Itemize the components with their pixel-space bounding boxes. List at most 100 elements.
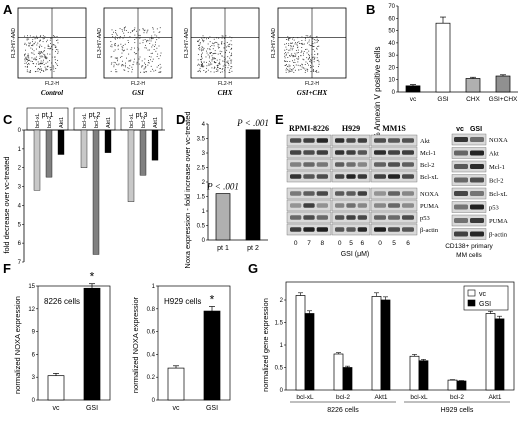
flow-event-dot [131,71,133,73]
flow-event-dot [212,57,213,59]
flow-event-dot [43,50,45,52]
flow-event-dot [141,60,143,62]
flow-event-dot [197,64,199,66]
flow-event-dot [296,52,298,54]
y-tick-label: 1 [18,147,22,153]
flow-event-dot [119,28,121,30]
flow-event-dot [158,37,160,39]
flow-event-dot [130,59,132,61]
flow-event-dot [121,60,123,62]
flow-event-dot [49,67,51,69]
flow-event-dot [197,41,198,42]
flow-event-dot [306,57,308,59]
flow-event-dot [152,27,154,29]
flow-event-dot [198,70,200,72]
flow-event-dot [29,42,31,44]
flow-event-dot [298,57,300,59]
blot-band [454,231,468,237]
flow-event-dot [37,36,39,38]
flow-event-dot [25,62,27,64]
flow-event-dot [311,38,313,39]
flow-event-dot [150,70,152,72]
flow-event-dot [311,53,313,55]
flow-event-dot [24,55,25,57]
flow-event-dot [133,29,135,30]
primary-marker-label: p53 [489,205,499,212]
flow-event-dot [231,59,233,61]
flow-event-dot [197,40,199,42]
flow-event-dot [55,46,57,48]
flow-event-dot [154,34,156,36]
dose-label: 8 [321,240,325,247]
cell-line-label: RPMI-8226 [289,124,329,133]
dose-unit-label: GSI (μM) [341,251,370,258]
flow-event-dot [146,39,148,41]
panel-c: C fold decrease over vc-treated 0 1 2 3 4 5 6 7… [2,107,165,266]
flow-event-dot [26,69,28,71]
flow-event-dot [219,59,221,61]
flow-event-dot [140,71,142,73]
panel-f-label: F [3,261,11,276]
bar [47,375,65,401]
flow-event-dot [126,57,128,59]
flow-event-dot [53,70,55,72]
y-tick-label: 12 [28,307,35,313]
flow-event-dot [214,52,216,54]
bar [295,295,306,391]
flow-event-dot [155,41,156,43]
flow-event-dot [297,52,299,54]
flow-event-dot [156,28,158,30]
flow-event-dot [310,71,312,72]
flow-event-dot [309,60,311,62]
flow-event-dot [293,37,294,39]
flow-event-dot [295,64,297,66]
panel-g-label: G [248,261,258,276]
flow-event-dot [26,39,28,41]
flow-event-dot [224,58,226,60]
flow-event-dot [151,37,153,38]
flow-event-dot [159,63,161,65]
blot-band [388,174,400,179]
flow-event-dot [217,53,219,55]
x-tick-label: CHX [466,96,480,103]
flow-event-dot [26,71,28,73]
flow-event-dot [202,66,204,68]
flow-event-dot [312,46,314,48]
flow-event-dot [314,42,316,44]
flow-event-dot [137,33,139,35]
flow-event-dot [214,50,216,52]
flow-event-dot [44,56,46,58]
flow-event-dot [310,62,312,64]
flow-event-dot [209,36,211,38]
flow-event-dot [41,52,43,54]
flow-event-dot [143,71,145,73]
flow-event-dot [156,56,158,57]
panel-g-ylabel: normalized gene expression [261,298,270,392]
flow-event-dot [290,47,292,49]
flow-event-dot [42,52,44,54]
flow-event-dot [199,49,201,51]
flow-event-dot [111,44,113,46]
flow-event-dot [301,43,303,45]
flow-event-dot [145,63,146,65]
blot-background [451,147,487,159]
flow-event-dot [151,60,153,62]
flow-event-dot [228,71,230,73]
flow-event-dot [307,58,309,60]
flow-event-dot [38,51,40,53]
flow-plot-caption: GSI+CHX [297,89,328,97]
flow-event-dot [30,70,32,72]
flow-event-dot [207,48,209,50]
flow-event-dot [207,54,209,56]
flow-event-dot [299,43,300,44]
flow-event-dot [116,33,117,35]
y-tick-label: 70 [388,4,395,10]
flow-event-dot [55,49,57,50]
flow-event-dot [202,39,204,41]
flow-event-dot [304,71,306,73]
flow-event-dot [150,65,152,67]
blot-band [388,162,400,167]
flow-event-dot [32,52,34,54]
blot-band [346,203,356,208]
blot-band [357,191,367,196]
